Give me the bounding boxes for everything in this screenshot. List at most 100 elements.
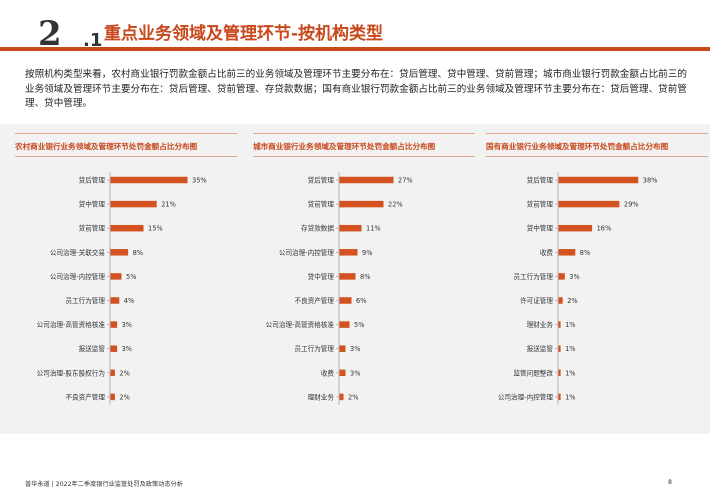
data-label: 2% [567, 297, 577, 305]
chart-title-rule [15, 156, 237, 157]
bar [339, 393, 344, 401]
category-label: 报送监管 [79, 344, 106, 353]
data-label: 16% [597, 225, 612, 233]
bar [339, 369, 346, 377]
data-label: 11% [366, 225, 381, 233]
data-label: 22% [388, 201, 403, 209]
chart-top-rule [253, 133, 475, 134]
chart-rural-commercial-banks: 农村商业银行业务领域及管理环节处罚金额占比分布图 贷后管理 35% 贷中管理 21% 贷… [15, 133, 237, 423]
data-label: 38% [643, 177, 658, 185]
data-label: 3% [569, 273, 579, 281]
data-label: 4% [124, 297, 134, 305]
bar [110, 224, 144, 232]
data-label: 21% [161, 201, 176, 209]
data-label: 3% [350, 345, 360, 353]
category-label: 贷后管理 [308, 176, 335, 185]
data-label: 1% [565, 393, 575, 401]
category-label: 员工行为管理 [513, 272, 553, 281]
data-label: 1% [565, 345, 575, 353]
data-label: 29% [624, 201, 639, 209]
category-label: 贷前管理 [79, 224, 106, 233]
bar [110, 249, 129, 256]
data-label: 8% [133, 249, 143, 257]
category-label: 公司治理-内控管理 [50, 272, 106, 281]
bar [110, 176, 188, 184]
data-label: 15% [148, 225, 163, 233]
category-label: 贷后管理 [527, 176, 554, 185]
bar [558, 321, 561, 328]
category-label: 监管问题整改 [513, 368, 553, 377]
data-label: 3% [122, 345, 132, 353]
category-label: 贷前管理 [308, 200, 335, 209]
chart-state-owned-banks: 国有商业银行业务领域及管理环节处罚金额占比分布图 贷后管理 38% 贷前管理 29% 贷… [486, 133, 708, 423]
chart-title: 国有商业银行业务领域及管理环节处罚金额占比分布图 [486, 142, 669, 151]
category-label: 贷中管理 [308, 272, 335, 281]
bar-chart: 贷后管理 35% 贷中管理 21% 贷前管理 15% 公司治理-关联交易 8% 公司治理-内控管… [37, 172, 207, 405]
header-rule [0, 47, 710, 51]
data-label: 2% [119, 369, 129, 377]
bar [558, 345, 561, 352]
category-label: 公司治理-内控管理 [279, 248, 335, 257]
category-label: 收费 [540, 248, 554, 257]
category-label: 收费 [321, 368, 335, 377]
intro-paragraph: 按照机构类型来看，农村商业银行罚款金额占比前三的业务领域及管理环节主要分布在：贷… [25, 69, 687, 109]
data-label: 1% [565, 321, 575, 329]
bar [110, 393, 115, 401]
bar [339, 249, 358, 256]
bar-chart: 贷后管理 27% 贷前管理 22% 存贷款数据 11% 公司治理-内控管理 9% 贷中管理 8% 不… [266, 172, 413, 405]
category-label: 公司治理-关联交易 [50, 248, 105, 257]
category-label: 公司治理-高管资格核准 [37, 320, 106, 329]
category-label: 公司治理-内控管理 [498, 392, 554, 401]
category-label: 公司治理-高管资格核准 [266, 320, 335, 329]
bar [558, 393, 561, 401]
bar [558, 176, 639, 184]
bar [339, 321, 350, 328]
bar-chart: 贷后管理 38% 贷前管理 29% 贷中管理 16% 收费 8% 员工行为管理 3% 许可证管理 2%… [498, 172, 658, 405]
bar [110, 345, 118, 352]
bar [558, 369, 561, 377]
data-label: 6% [356, 297, 366, 305]
category-label: 不良资产管理 [294, 296, 334, 305]
data-label: 1% [565, 369, 575, 377]
category-label: 员工行为管理 [294, 344, 334, 353]
chart-top-rule [15, 133, 237, 134]
bar [339, 200, 384, 208]
bar [558, 200, 620, 208]
bar [110, 321, 118, 328]
bar [558, 224, 593, 232]
category-label: 报送监管 [527, 344, 554, 353]
bar [110, 297, 120, 304]
chart-city-commercial-banks: 城市商业银行业务领域及管理环节处罚金额占比分布图 贷后管理 27% 贷前管理 22% 存… [253, 133, 475, 423]
category-label: 理财业务 [527, 320, 554, 329]
section-number: 2 [38, 14, 62, 54]
section-header: 2 .1 重点业务领域及管理环节-按机构类型 [0, 0, 710, 56]
footer-source: 普华永道 | 2022年二季度银行业监管处罚及政策动态分析 [25, 481, 183, 488]
category-label: 贷后管理 [79, 176, 106, 185]
chart-title: 农村商业银行业务领域及管理环节处罚金额占比分布图 [15, 142, 198, 151]
chart-title: 城市商业银行业务领域及管理环节处罚金额占比分布图 [253, 142, 436, 151]
bar [339, 297, 352, 304]
page-title: 重点业务领域及管理环节-按机构类型 [104, 24, 384, 44]
data-label: 5% [126, 273, 136, 281]
category-label: 许可证管理 [520, 296, 553, 305]
data-label: 3% [350, 369, 360, 377]
chart-title-rule [253, 156, 475, 157]
category-label: 存贷款数据 [301, 224, 334, 233]
data-label: 8% [580, 249, 590, 257]
chart-top-rule [486, 133, 708, 134]
category-label: 不良资产管理 [65, 392, 105, 401]
bar [558, 249, 576, 256]
category-label: 贷前管理 [527, 200, 554, 209]
category-label: 理财业务 [308, 392, 335, 401]
category-label: 贷中管理 [527, 224, 554, 233]
bar [558, 273, 565, 280]
bar [339, 224, 362, 232]
data-label: 8% [360, 273, 370, 281]
bar [110, 200, 157, 208]
category-label: 公司治理-股东股权行为 [37, 368, 105, 377]
data-label: 2% [348, 393, 358, 401]
data-label: 3% [122, 321, 132, 329]
page-number: 8 [668, 479, 672, 486]
bar [339, 176, 394, 184]
category-label: 贷中管理 [79, 200, 106, 209]
